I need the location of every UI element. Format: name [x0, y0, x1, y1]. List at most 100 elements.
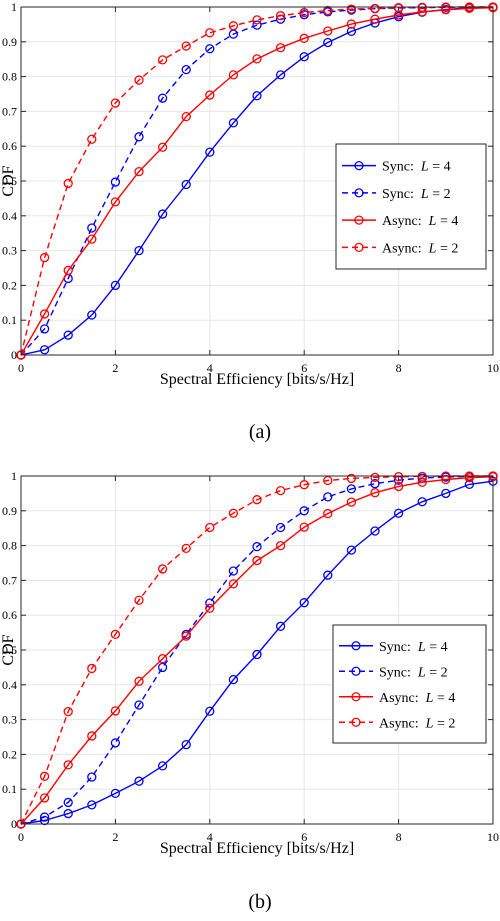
- data-point: [63, 706, 73, 717]
- data-point: [63, 797, 73, 808]
- data-point: [228, 508, 239, 518]
- data-point: [63, 265, 73, 276]
- legend-entry-label: Sync: L = 2: [382, 187, 451, 202]
- y-tick-label: 0: [11, 817, 17, 831]
- y-tick-label: 0.7: [2, 573, 17, 587]
- data-point: [87, 234, 97, 244]
- data-point: [181, 740, 191, 750]
- data-point: [110, 788, 121, 799]
- data-point: [87, 223, 97, 233]
- legend-marker: [354, 160, 364, 171]
- data-point: [275, 70, 286, 80]
- y-tick-label: 0.4: [2, 678, 17, 692]
- y-tick-label: 0.9: [2, 504, 17, 518]
- legend-entry-prefix: Sync:: [379, 665, 418, 680]
- data-point: [39, 771, 50, 781]
- x-tick-label: 4: [207, 830, 213, 844]
- y-tick-label: 0.2: [2, 278, 17, 292]
- x-tick-label: 6: [301, 830, 307, 844]
- data-point: [157, 55, 168, 65]
- y-tick-label: 1: [11, 469, 17, 483]
- data-point: [346, 4, 357, 14]
- data-point: [87, 731, 97, 741]
- data-point: [87, 134, 97, 144]
- data-point: [181, 111, 191, 122]
- data-point: [157, 662, 168, 673]
- data-point: [441, 488, 451, 499]
- data-point: [393, 3, 404, 13]
- data-point: [370, 14, 380, 24]
- data-point: [134, 75, 144, 85]
- legend-marker: [351, 666, 361, 676]
- data-point: [134, 700, 144, 710]
- data-point: [134, 245, 144, 256]
- data-point: [275, 43, 286, 53]
- data-point: [87, 310, 97, 320]
- data-point: [205, 28, 215, 38]
- y-tick-label: 0.7: [2, 104, 17, 118]
- data-point: [252, 649, 262, 660]
- data-point: [323, 570, 333, 580]
- data-point: [205, 90, 215, 100]
- legend-entry-variable: L: [425, 691, 434, 706]
- data-point: [110, 280, 121, 291]
- data-point: [63, 760, 73, 770]
- data-point: [370, 3, 380, 14]
- data-point: [417, 477, 427, 487]
- data-point: [205, 147, 215, 157]
- data-point: [275, 485, 286, 496]
- data-point: [87, 772, 97, 782]
- legend-marker: [351, 641, 361, 651]
- legend-entry-label: Sync: L = 4: [382, 160, 451, 175]
- data-point: [393, 472, 404, 482]
- data-point: [205, 598, 215, 608]
- legend-entry-prefix: Sync:: [379, 640, 418, 655]
- data-point: [63, 330, 73, 340]
- legend-entry-prefix: Sync:: [382, 160, 421, 175]
- data-point: [346, 545, 357, 555]
- data-point: [205, 603, 215, 613]
- legend-marker: [354, 215, 364, 225]
- legend-entry-variable: L: [425, 716, 434, 731]
- data-point: [39, 252, 50, 263]
- data-point: [87, 800, 97, 810]
- data-point: [157, 761, 168, 771]
- legend-entry-variable: L: [428, 241, 437, 256]
- data-point: [370, 472, 380, 483]
- data-point: [205, 44, 215, 54]
- x-tick-label: 10: [487, 830, 499, 844]
- data-point: [252, 54, 262, 64]
- x-axis-label: Spectral Efficiency [bits/s/Hz]: [160, 840, 354, 857]
- data-point: [393, 10, 404, 20]
- legend-entry-value: = 2: [426, 665, 448, 680]
- data-point: [181, 64, 191, 75]
- legend-entry-prefix: Async:: [379, 716, 426, 731]
- legend-entry-value: = 4: [426, 640, 448, 655]
- data-point: [252, 495, 262, 505]
- data-point: [134, 776, 144, 786]
- legend-entry-variable: L: [417, 665, 426, 680]
- series-line: [20, 480, 494, 825]
- data-point: [228, 21, 239, 31]
- y-tick-label: 0.5: [2, 174, 17, 188]
- data-point: [110, 177, 121, 187]
- data-point: [323, 26, 333, 36]
- legend-entry-prefix: Async:: [379, 691, 426, 706]
- data-point: [299, 52, 309, 62]
- x-tick-label: 8: [396, 830, 402, 844]
- data-point: [346, 497, 357, 507]
- data-point: [110, 738, 121, 748]
- series-line: [20, 476, 494, 825]
- legend-entry-value: = 4: [436, 214, 458, 229]
- data-point: [134, 132, 144, 142]
- data-point: [63, 178, 73, 189]
- data-point: [134, 166, 144, 177]
- data-point: [205, 706, 215, 716]
- data-point: [252, 20, 262, 30]
- data-point: [181, 41, 191, 51]
- legend-entry-value: = 2: [436, 241, 458, 256]
- data-point: [157, 564, 168, 574]
